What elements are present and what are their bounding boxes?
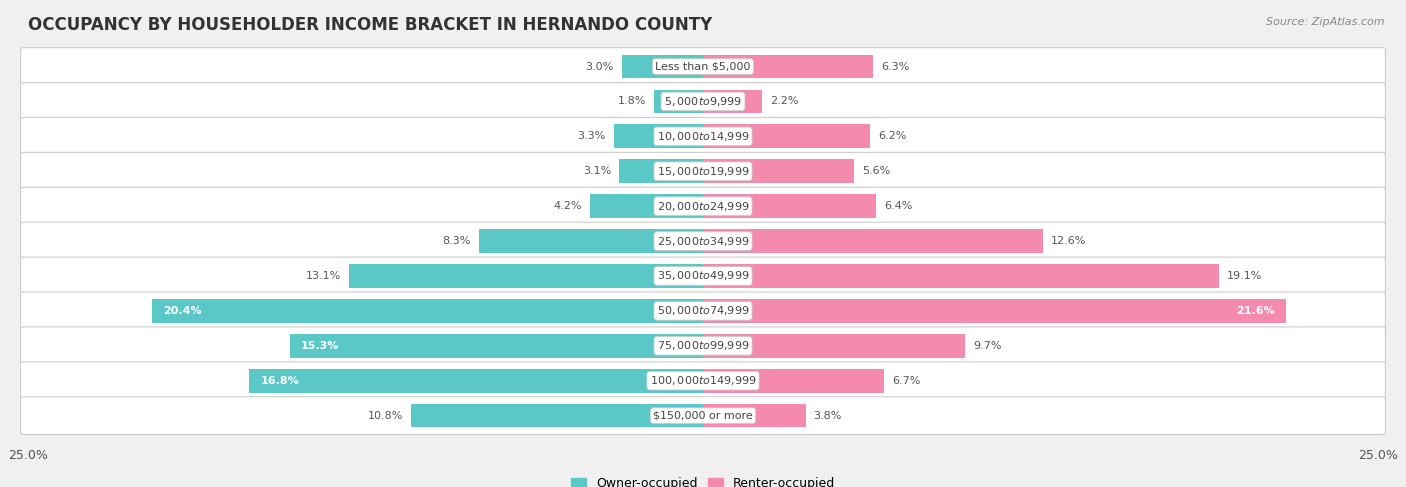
Text: $75,000 to $99,999: $75,000 to $99,999 bbox=[657, 339, 749, 352]
Bar bbox=[703, 404, 806, 428]
Text: $50,000 to $74,999: $50,000 to $74,999 bbox=[657, 304, 749, 318]
FancyBboxPatch shape bbox=[21, 362, 1385, 399]
Text: 15.3%: 15.3% bbox=[301, 341, 339, 351]
Bar bbox=[654, 90, 703, 113]
Bar bbox=[703, 299, 1286, 323]
Bar bbox=[703, 159, 855, 183]
Text: 4.2%: 4.2% bbox=[553, 201, 582, 211]
FancyBboxPatch shape bbox=[21, 397, 1385, 434]
FancyBboxPatch shape bbox=[21, 152, 1385, 190]
FancyBboxPatch shape bbox=[21, 187, 1385, 225]
Text: $25,000 to $34,999: $25,000 to $34,999 bbox=[657, 235, 749, 247]
Text: 10.8%: 10.8% bbox=[368, 411, 404, 421]
FancyBboxPatch shape bbox=[21, 48, 1385, 85]
FancyBboxPatch shape bbox=[21, 292, 1385, 330]
Text: 1.8%: 1.8% bbox=[617, 96, 647, 107]
Bar bbox=[290, 334, 703, 357]
Text: $35,000 to $49,999: $35,000 to $49,999 bbox=[657, 269, 749, 282]
Text: $100,000 to $149,999: $100,000 to $149,999 bbox=[650, 374, 756, 387]
Bar bbox=[349, 264, 703, 288]
Text: OCCUPANCY BY HOUSEHOLDER INCOME BRACKET IN HERNANDO COUNTY: OCCUPANCY BY HOUSEHOLDER INCOME BRACKET … bbox=[28, 16, 713, 34]
Bar bbox=[703, 229, 1043, 253]
Bar bbox=[412, 404, 703, 428]
Text: 6.7%: 6.7% bbox=[891, 375, 921, 386]
Bar bbox=[614, 125, 703, 148]
Text: $150,000 or more: $150,000 or more bbox=[654, 411, 752, 421]
Bar bbox=[619, 159, 703, 183]
Bar bbox=[589, 194, 703, 218]
Bar bbox=[703, 194, 876, 218]
Text: 8.3%: 8.3% bbox=[443, 236, 471, 246]
Bar bbox=[703, 264, 1219, 288]
Text: 9.7%: 9.7% bbox=[973, 341, 1001, 351]
Text: Source: ZipAtlas.com: Source: ZipAtlas.com bbox=[1267, 17, 1385, 27]
Text: 6.4%: 6.4% bbox=[884, 201, 912, 211]
Bar bbox=[703, 90, 762, 113]
Bar bbox=[152, 299, 703, 323]
Bar bbox=[479, 229, 703, 253]
Text: 20.4%: 20.4% bbox=[163, 306, 201, 316]
Bar bbox=[249, 369, 703, 393]
Text: 12.6%: 12.6% bbox=[1052, 236, 1087, 246]
FancyBboxPatch shape bbox=[21, 83, 1385, 120]
Text: $20,000 to $24,999: $20,000 to $24,999 bbox=[657, 200, 749, 213]
Text: 16.8%: 16.8% bbox=[260, 375, 299, 386]
Text: $5,000 to $9,999: $5,000 to $9,999 bbox=[664, 95, 742, 108]
Bar bbox=[703, 334, 965, 357]
FancyBboxPatch shape bbox=[21, 222, 1385, 260]
Text: 3.3%: 3.3% bbox=[578, 131, 606, 141]
Text: 6.2%: 6.2% bbox=[879, 131, 907, 141]
Text: 3.8%: 3.8% bbox=[814, 411, 842, 421]
Text: 13.1%: 13.1% bbox=[307, 271, 342, 281]
Bar bbox=[703, 125, 870, 148]
Text: 21.6%: 21.6% bbox=[1236, 306, 1275, 316]
Text: 5.6%: 5.6% bbox=[862, 166, 890, 176]
Text: Less than $5,000: Less than $5,000 bbox=[655, 61, 751, 72]
Text: 3.1%: 3.1% bbox=[583, 166, 612, 176]
Bar bbox=[703, 55, 873, 78]
Text: $15,000 to $19,999: $15,000 to $19,999 bbox=[657, 165, 749, 178]
FancyBboxPatch shape bbox=[21, 327, 1385, 365]
Text: 19.1%: 19.1% bbox=[1226, 271, 1263, 281]
Text: $10,000 to $14,999: $10,000 to $14,999 bbox=[657, 130, 749, 143]
Legend: Owner-occupied, Renter-occupied: Owner-occupied, Renter-occupied bbox=[567, 472, 839, 487]
FancyBboxPatch shape bbox=[21, 117, 1385, 155]
Text: 2.2%: 2.2% bbox=[770, 96, 799, 107]
Text: 3.0%: 3.0% bbox=[586, 61, 614, 72]
Bar bbox=[621, 55, 703, 78]
FancyBboxPatch shape bbox=[21, 257, 1385, 295]
Text: 6.3%: 6.3% bbox=[882, 61, 910, 72]
Bar bbox=[703, 369, 884, 393]
